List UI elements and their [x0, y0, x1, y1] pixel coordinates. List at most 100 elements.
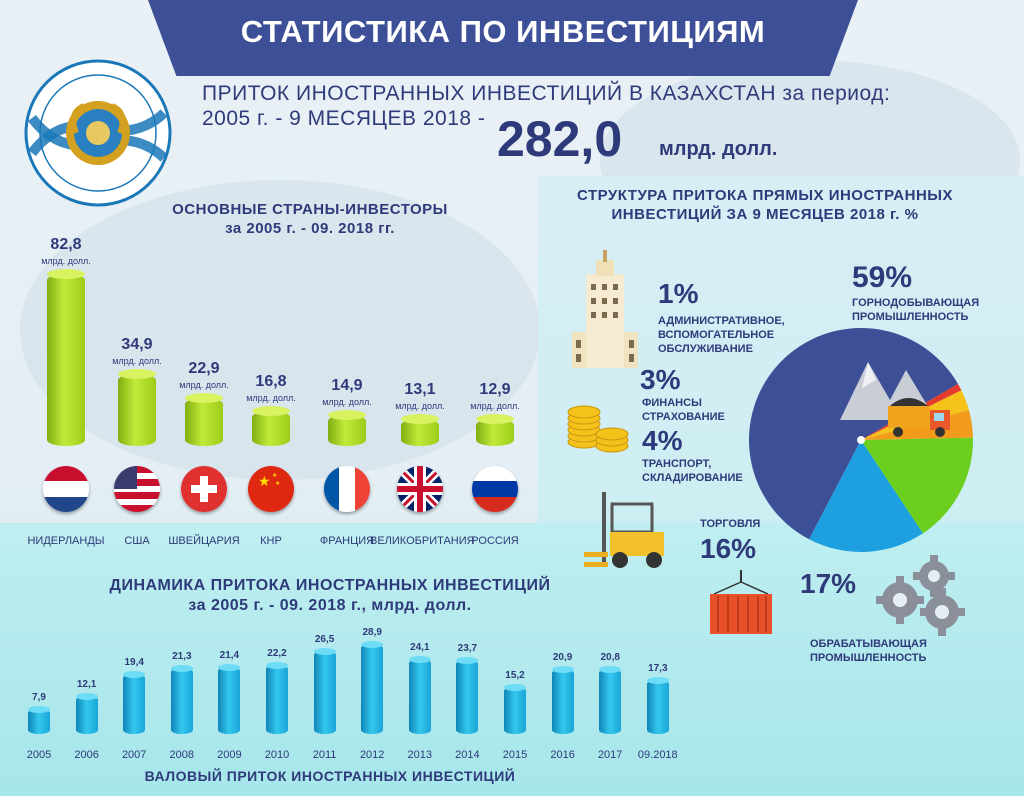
dynamics-chart-title-line2: за 2005 г. - 09. 2018 г., млрд. долл. [188, 597, 472, 614]
country-bar [401, 413, 439, 446]
year-bar [646, 677, 669, 734]
year-bar [170, 664, 193, 734]
title-banner [148, 0, 858, 76]
country-bar [328, 410, 366, 446]
year-bar-value: 15,2 [505, 669, 525, 681]
country-bar-cap [185, 393, 223, 404]
year-label: 2015 [502, 749, 528, 761]
year-bar [361, 641, 384, 734]
pie-slice [861, 437, 973, 534]
country-name: ШВЕЙЦАРИЯ [168, 535, 240, 547]
year-bar [266, 661, 288, 734]
country-bar-unit: млрд. долл. [112, 355, 162, 366]
year-label: 2017 [597, 749, 623, 761]
year-bar-value: 26,5 [314, 634, 335, 646]
transport-label: ТРАНСПОРТ, СКЛАДИРОВАНИЕ [642, 458, 743, 484]
year-bar-value: 7,9 [32, 692, 46, 704]
year-bar-cap [170, 664, 193, 672]
usa-flag-icon [114, 466, 160, 512]
country-name: НИДЕРЛАНДЫ [27, 535, 105, 547]
pie-center-dot [857, 436, 865, 444]
country-name: РОССИЯ [471, 535, 519, 547]
country-bar-value: 34,9 [121, 335, 153, 353]
year-label: 2016 [550, 749, 575, 761]
year-bar [123, 670, 146, 734]
manufacturing-percent: 17% [800, 568, 857, 599]
year-bar [504, 683, 526, 734]
year-label: 2007 [121, 749, 147, 761]
year-bar-cap [28, 706, 50, 714]
russia-flag-icon [472, 466, 518, 512]
year-bar-value: 20,8 [600, 652, 620, 664]
manufacturing-label: ОБРАБАТЫВАЮЩАЯ ПРОМЫШЛЕННОСТЬ [810, 638, 927, 664]
country-bar-value: 13,1 [404, 380, 436, 398]
year-bar-value: 22,2 [267, 647, 287, 659]
year-bar-cap [123, 670, 146, 678]
year-label: 2011 [312, 749, 337, 761]
year-label: 2012 [359, 749, 385, 761]
country-bar-cap [476, 414, 514, 425]
uk-flag-icon [397, 466, 443, 512]
country-bar-unit: млрд. долл. [322, 397, 372, 408]
year-bar [313, 648, 336, 734]
country-bar [47, 269, 85, 446]
dynamics-x-axis-label: ВАЛОВЫЙ ПРИТОК ИНОСТРАННЫХ ИНВЕСТИЦИЙ [144, 768, 516, 784]
page-title: СТАТИСТИКА ПО ИНВЕСТИЦИЯМ [240, 14, 766, 49]
year-bar-cap [266, 661, 288, 669]
country-bar-value: 14,9 [331, 377, 363, 395]
country-name: США [124, 535, 150, 547]
country-bar [185, 393, 223, 446]
admin-label: АДМИНИСТРАТИВНОЕ, ВСПОМОГАТЕЛЬНОЕ ОБСЛУЖ… [658, 315, 785, 355]
total-investment-value: 282,0 [497, 111, 623, 167]
finance-percent: 3% [640, 364, 681, 395]
year-bar [75, 693, 98, 734]
finance-label: ФИНАНСЫ СТРАХОВАНИЕ [642, 397, 725, 423]
year-bar-cap [408, 655, 431, 663]
year-bar-value: 21,3 [172, 650, 192, 662]
country-bar-unit: млрд. долл. [470, 401, 520, 412]
year-bar-cap [646, 677, 669, 685]
country-name: ФРАНЦИЯ [319, 535, 375, 547]
year-bar-value: 21,4 [219, 650, 240, 662]
year-bar-value: 19,4 [124, 656, 144, 668]
country-bar-unit: млрд. долл. [246, 393, 296, 404]
subtitle-line-2: 2005 г. - 9 МЕСЯЦЕВ 2018 - [202, 107, 486, 130]
country-bar [476, 414, 514, 446]
year-bar-value: 12,1 [76, 679, 97, 691]
year-bar-cap [361, 641, 384, 648]
year-bar-cap [599, 666, 622, 674]
country-bar-cap [252, 406, 290, 417]
country-bar-unit: млрд. долл. [395, 400, 445, 411]
dynamics-chart-title: ДИНАМИКА ПРИТОКА ИНОСТРАННЫХ ИНВЕСТИЦИЙ … [80, 576, 580, 616]
cargo-container-icon [706, 570, 776, 640]
trade-percent: 16% [700, 533, 757, 564]
year-bar-cap [456, 657, 479, 665]
country-bar-unit: млрд. долл. [41, 256, 91, 266]
france-flag-icon [324, 466, 370, 512]
year-bar [28, 706, 50, 734]
mountain-truck-icon [840, 340, 960, 450]
country-bar-value: 22,9 [188, 360, 220, 378]
year-bar-cap [551, 665, 574, 673]
switzerland-flag-icon [181, 466, 227, 512]
year-bar [456, 657, 479, 734]
countries-chart-title: ОСНОВНЫЕ СТРАНЫ-ИНВЕСТОРЫ за 2005 г. - 0… [130, 200, 490, 238]
year-label: 2009 [217, 749, 242, 761]
dynamics-chart-title-line1: ДИНАМИКА ПРИТОКА ИНОСТРАННЫХ ИНВЕСТИЦИЙ [109, 577, 551, 594]
country-bar-cap [118, 368, 156, 379]
dynamics-section-panel [0, 523, 1024, 796]
year-bar [408, 655, 431, 734]
transport-percent: 4% [642, 425, 683, 456]
year-label: 2008 [169, 749, 195, 761]
year-bar-cap [218, 664, 241, 672]
gears-icon [872, 552, 970, 636]
china-flag-icon: ★ ★ ★ [248, 466, 294, 512]
country-name: ВЕЛИКОБРИТАНИЯ [370, 535, 475, 547]
countries-chart-title-line1: ОСНОВНЫЕ СТРАНЫ-ИНВЕСТОРЫ [172, 201, 448, 218]
country-bar-cap [328, 410, 366, 421]
year-label: 09.2018 [637, 749, 678, 761]
country-bar-cap [401, 413, 439, 424]
forklift-icon [582, 488, 672, 578]
year-label: 2010 [264, 749, 290, 761]
year-bar-cap [313, 648, 336, 656]
